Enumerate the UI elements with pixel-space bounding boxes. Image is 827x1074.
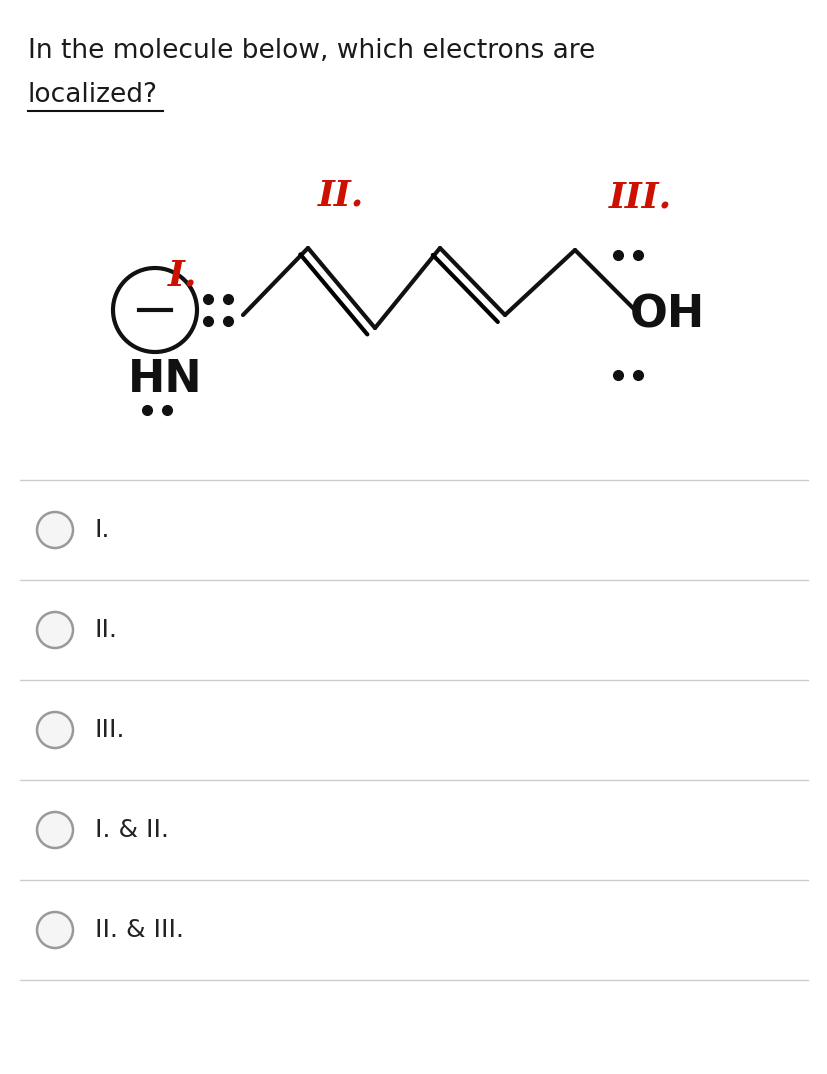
Circle shape — [37, 912, 73, 948]
Text: OH: OH — [629, 293, 705, 336]
Text: II.: II. — [318, 179, 364, 213]
Text: III.: III. — [95, 719, 126, 742]
Text: I. & II.: I. & II. — [95, 818, 169, 842]
Text: I.: I. — [95, 518, 110, 542]
Text: localized?: localized? — [28, 82, 158, 108]
Text: II. & III.: II. & III. — [95, 918, 184, 942]
Text: In the molecule below, which electrons are: In the molecule below, which electrons a… — [28, 38, 595, 64]
Text: III.: III. — [608, 182, 671, 215]
Circle shape — [37, 812, 73, 848]
Text: HN: HN — [127, 358, 202, 401]
Circle shape — [37, 612, 73, 648]
Text: I.: I. — [168, 258, 198, 292]
Circle shape — [37, 512, 73, 548]
Text: II.: II. — [95, 618, 118, 642]
Circle shape — [37, 712, 73, 748]
